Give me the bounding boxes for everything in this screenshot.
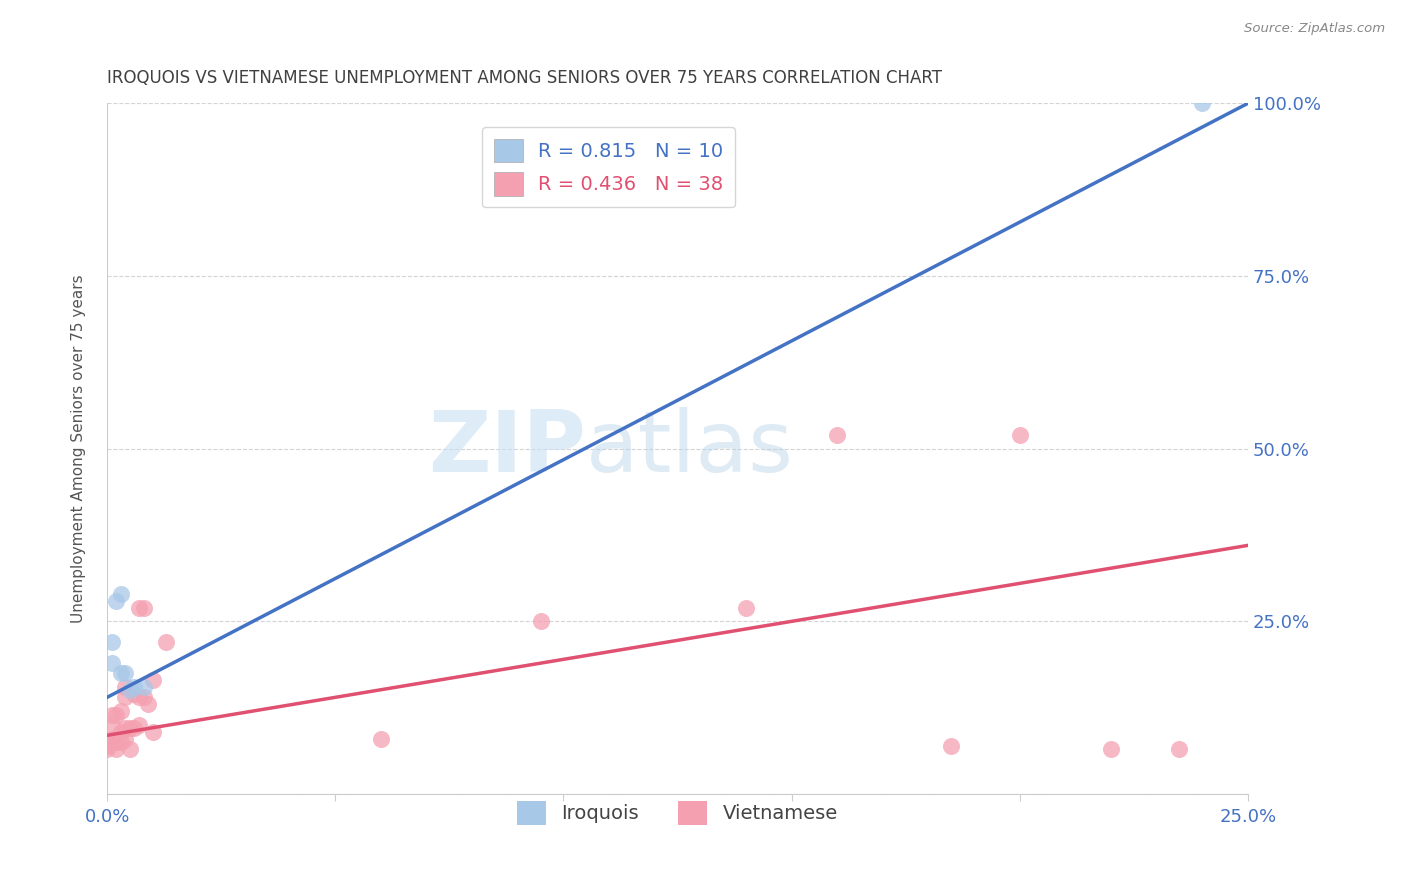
- Point: [1168, 742, 1191, 756]
- Point: [110, 587, 132, 601]
- Point: [114, 680, 136, 694]
- Point: [110, 666, 132, 681]
- Point: [105, 735, 128, 749]
- Point: [100, 707, 122, 722]
- Point: [100, 635, 122, 649]
- Point: [735, 600, 758, 615]
- Text: ZIP: ZIP: [429, 408, 586, 491]
- Point: [155, 635, 177, 649]
- Point: [142, 673, 165, 687]
- Point: [100, 656, 122, 670]
- Point: [124, 722, 146, 736]
- Point: [1099, 742, 1122, 756]
- Point: [941, 739, 963, 753]
- Point: [136, 698, 159, 712]
- Point: [124, 680, 146, 694]
- Point: [128, 600, 150, 615]
- Point: [96, 735, 118, 749]
- Point: [96, 742, 118, 756]
- Point: [105, 707, 128, 722]
- Point: [370, 731, 392, 746]
- Text: IROQUOIS VS VIETNAMESE UNEMPLOYMENT AMONG SENIORS OVER 75 YEARS CORRELATION CHAR: IROQUOIS VS VIETNAMESE UNEMPLOYMENT AMON…: [107, 69, 942, 87]
- Point: [118, 742, 141, 756]
- Point: [1191, 96, 1213, 111]
- Point: [825, 428, 848, 442]
- Point: [110, 724, 132, 739]
- Point: [100, 735, 122, 749]
- Point: [118, 722, 141, 736]
- Point: [114, 690, 136, 705]
- Point: [105, 742, 128, 756]
- Point: [100, 731, 122, 746]
- Point: [96, 739, 118, 753]
- Point: [128, 718, 150, 732]
- Point: [114, 722, 136, 736]
- Point: [142, 724, 165, 739]
- Text: atlas: atlas: [586, 408, 794, 491]
- Point: [114, 731, 136, 746]
- Point: [105, 593, 128, 607]
- Text: Source: ZipAtlas.com: Source: ZipAtlas.com: [1244, 22, 1385, 36]
- Point: [124, 687, 146, 701]
- Point: [529, 615, 551, 629]
- Point: [128, 690, 150, 705]
- Point: [132, 600, 155, 615]
- Y-axis label: Unemployment Among Seniors over 75 years: Unemployment Among Seniors over 75 years: [72, 275, 86, 623]
- Point: [132, 680, 155, 694]
- Point: [110, 735, 132, 749]
- Point: [132, 690, 155, 705]
- Legend: Iroquois, Vietnamese: Iroquois, Vietnamese: [509, 793, 846, 832]
- Point: [118, 683, 141, 698]
- Point: [114, 666, 136, 681]
- Point: [100, 718, 122, 732]
- Point: [110, 704, 132, 718]
- Point: [1008, 428, 1031, 442]
